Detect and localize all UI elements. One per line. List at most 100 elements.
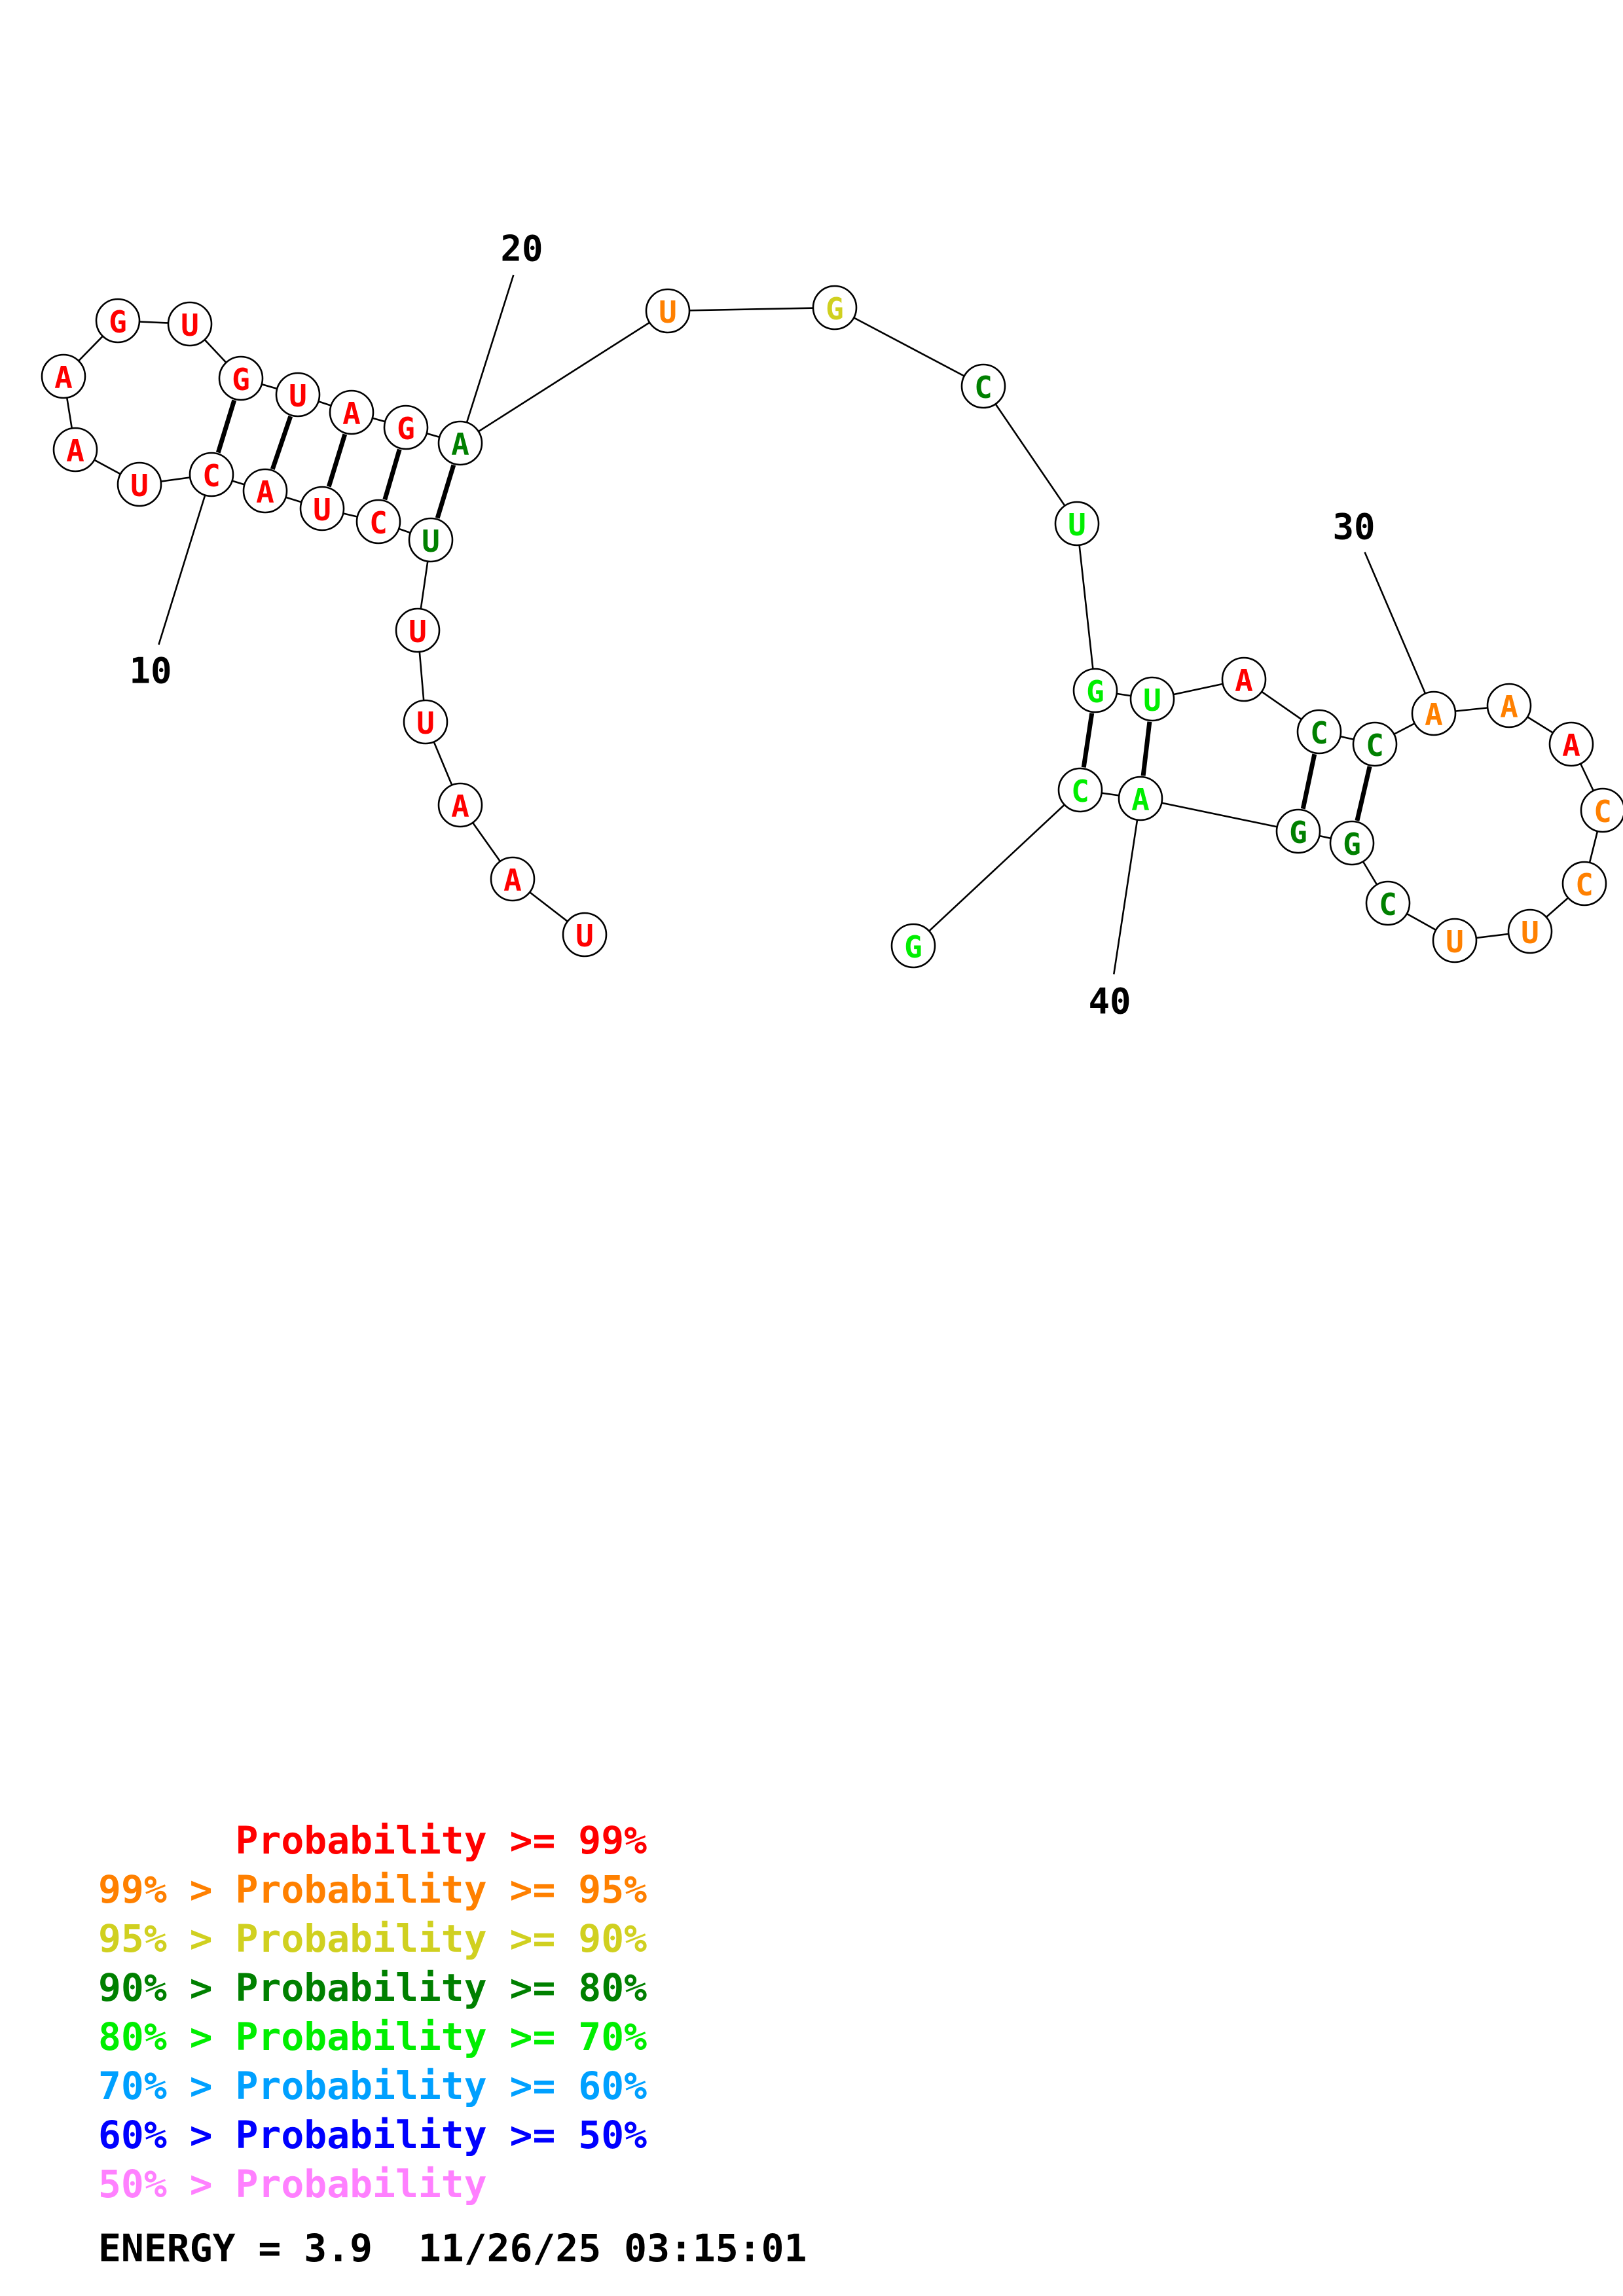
legend-entry: 90% > Probability >= 80% bbox=[98, 1964, 647, 2013]
nucleotide-letter: G bbox=[904, 929, 922, 965]
nucleotide-5: U bbox=[395, 607, 441, 653]
nucleotide-28: C bbox=[1296, 709, 1342, 755]
base-pair-bond bbox=[382, 448, 402, 501]
nucleotide-16: G bbox=[218, 355, 264, 401]
nucleotide-letter: A bbox=[1425, 697, 1443, 732]
nucleotide-circle bbox=[41, 353, 86, 399]
nucleotide-27: A bbox=[1221, 656, 1267, 702]
legend-entry: 60% > Probability >= 50% bbox=[98, 2111, 647, 2160]
timestamp: 11/26/25 03:15:01 bbox=[418, 2226, 807, 2270]
nucleotide-circle bbox=[242, 468, 288, 514]
position-tick bbox=[158, 474, 213, 645]
nucleotide-letter: U bbox=[181, 308, 199, 343]
base-pair-bond bbox=[1300, 753, 1317, 810]
legend-text: Probability >= 95% bbox=[235, 1867, 647, 1912]
position-label-40: 40 bbox=[1088, 981, 1131, 1022]
nucleotide-letter: C bbox=[1594, 794, 1612, 829]
nucleotide-letter: U bbox=[289, 378, 307, 414]
base-pair-bond bbox=[1355, 766, 1372, 821]
nucleotide-circle bbox=[1561, 861, 1607, 906]
nucleotide-25: G bbox=[1072, 668, 1118, 713]
base-pair-bond bbox=[326, 433, 348, 488]
nucleotide-letter: A bbox=[1500, 689, 1518, 725]
nucleotide-circle bbox=[167, 301, 213, 347]
nucleotide-15: U bbox=[167, 301, 213, 347]
position-tick bbox=[1364, 552, 1435, 714]
nucleotide-letter: G bbox=[397, 411, 415, 446]
base-pair-bond bbox=[270, 416, 293, 470]
base-pair-bond bbox=[1081, 713, 1095, 768]
position-label-10: 10 bbox=[129, 651, 172, 692]
nucleotide-letter: G bbox=[232, 362, 250, 397]
nucleotide-circle bbox=[383, 404, 429, 450]
nucleotide-letter: G bbox=[1343, 827, 1361, 862]
nucleotide-circle bbox=[1580, 787, 1623, 833]
nucleotide-letter: A bbox=[1235, 663, 1253, 698]
nucleotide-circle bbox=[1221, 656, 1267, 702]
nucleotide-circle bbox=[329, 389, 374, 435]
nucleotide-26: U bbox=[1129, 676, 1175, 722]
energy-value: ENERGY = 3.9 bbox=[98, 2226, 373, 2270]
nucleotide-letter: U bbox=[1143, 683, 1161, 718]
nucleotide-10: C bbox=[189, 452, 234, 497]
base-pair-bond bbox=[435, 464, 456, 519]
nucleotide-circle bbox=[275, 372, 321, 418]
backbone-segment bbox=[1076, 523, 1097, 691]
nucleotide-circle bbox=[1275, 808, 1321, 854]
nucleotide-letter: G bbox=[1289, 815, 1307, 850]
legend-prefix: 70% > bbox=[98, 2064, 236, 2108]
nucleotide-4: U bbox=[403, 699, 448, 745]
backbone-segment bbox=[982, 386, 1078, 524]
nucleotide-31: A bbox=[1486, 683, 1532, 728]
position-tick bbox=[1113, 798, 1142, 975]
nucleotide-40: A bbox=[1118, 776, 1163, 821]
legend-entry: 70% > Probability >= 60% bbox=[98, 2062, 647, 2111]
legend-text: Probability >= 80% bbox=[235, 1965, 647, 2010]
nucleotide-letter: C bbox=[1310, 715, 1328, 751]
nucleotide-letter: C bbox=[1575, 867, 1594, 903]
nucleotide-41: C bbox=[1057, 767, 1103, 813]
nucleotide-circle bbox=[117, 461, 162, 507]
nucleotide-9: A bbox=[242, 468, 288, 514]
nucleotide-letter: U bbox=[313, 492, 331, 528]
nucleotide-circle bbox=[1411, 691, 1457, 736]
nucleotide-circle bbox=[1118, 776, 1163, 821]
position-tick-layer: 10 20 30 40 bbox=[129, 228, 1435, 1022]
nucleotide-letter: A bbox=[1131, 782, 1150, 817]
legend-entry: 50% > Probability bbox=[98, 2160, 487, 2209]
nucleotide-letter: A bbox=[503, 863, 522, 898]
nucleotide-letter: C bbox=[974, 370, 993, 405]
nucleotide-6: U bbox=[408, 517, 454, 563]
nucleotide-letter: U bbox=[1068, 507, 1086, 543]
nucleotide-circle bbox=[1365, 880, 1411, 926]
nucleotide-35: U bbox=[1507, 908, 1553, 954]
nucleotide-14: G bbox=[95, 298, 141, 344]
base-pair-layer bbox=[215, 399, 1372, 821]
nucleotide-1: U bbox=[562, 912, 608, 958]
position-label-30: 30 bbox=[1332, 507, 1375, 548]
legend-prefix: 80% > bbox=[98, 2015, 236, 2059]
nucleotide-12: A bbox=[52, 427, 98, 473]
nucleotide-circle bbox=[490, 856, 536, 902]
nucleotide-24: U bbox=[1054, 501, 1100, 547]
base-pair-bond bbox=[1140, 721, 1152, 776]
nucleotide-circle bbox=[960, 363, 1006, 409]
nucleotide-19: G bbox=[383, 404, 429, 450]
nucleotide-circle bbox=[218, 355, 264, 401]
position-label-20: 20 bbox=[500, 228, 543, 270]
nucleotide-18: A bbox=[329, 389, 374, 435]
nucleotide-7: C bbox=[356, 499, 401, 545]
nucleotide-21: U bbox=[645, 288, 691, 334]
nucleotide-letter: A bbox=[1562, 728, 1580, 763]
nucleotide-circle bbox=[1129, 676, 1175, 722]
nucleotide-11: U bbox=[117, 461, 162, 507]
nucleotide-letter: U bbox=[130, 468, 149, 503]
legend-text: Probability >= 60% bbox=[235, 2064, 647, 2108]
nucleotide-circle bbox=[1296, 709, 1342, 755]
nucleotide-letter: U bbox=[1446, 924, 1464, 960]
nucleotide-8: U bbox=[299, 486, 345, 531]
nucleotide-circle bbox=[1329, 820, 1375, 866]
legend-text: Probability >= 70% bbox=[235, 2015, 647, 2059]
